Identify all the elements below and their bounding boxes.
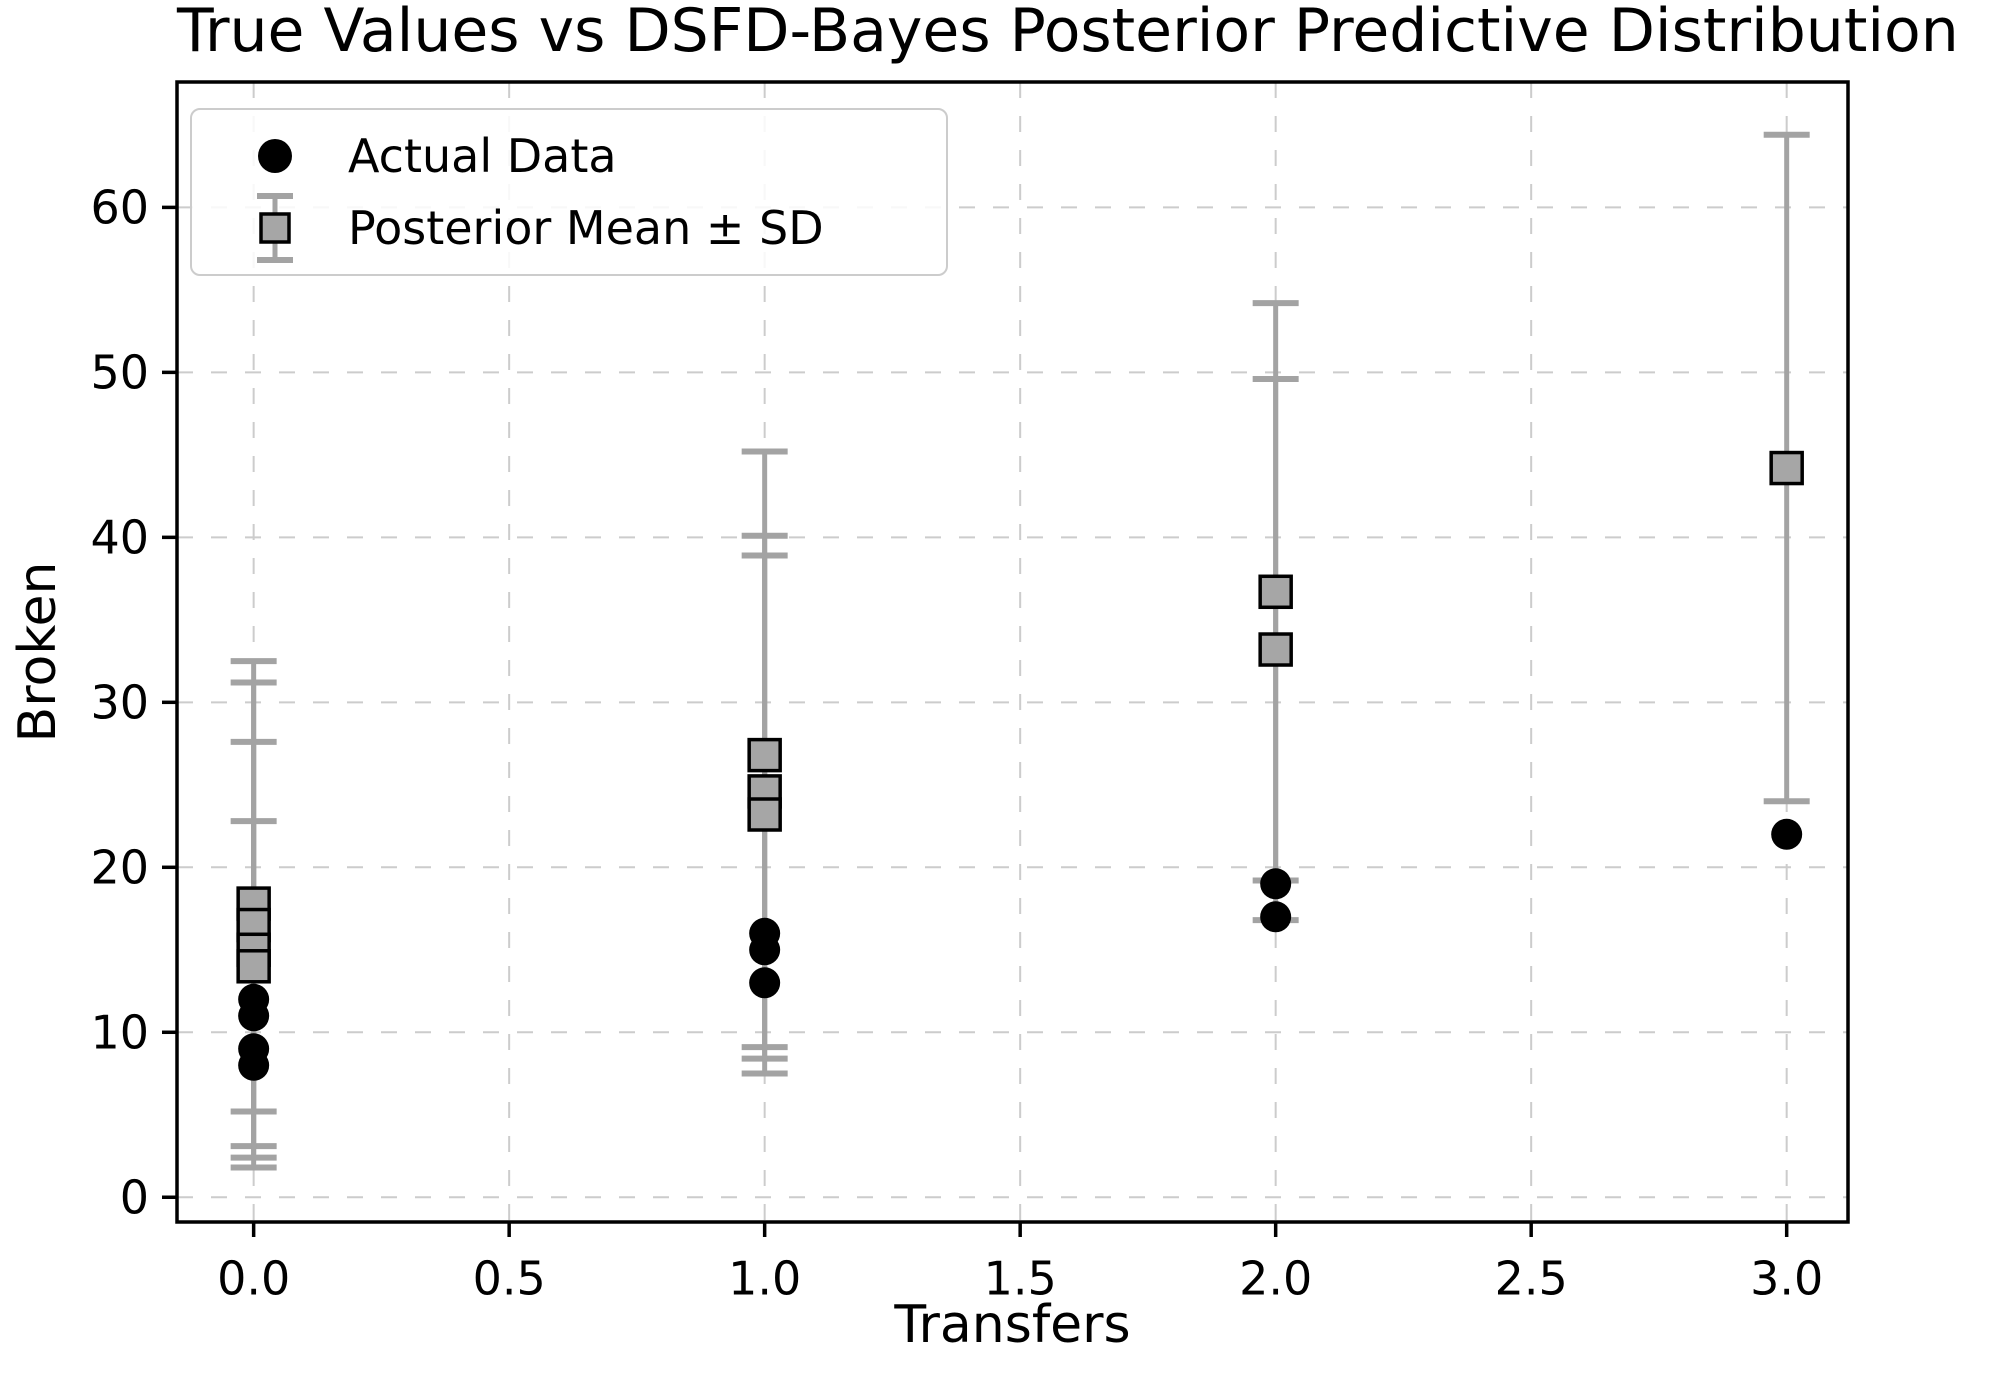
legend-label-actual-data: Actual Data <box>348 129 617 183</box>
data-point-circle <box>749 967 781 999</box>
y-tick-label: 0 <box>120 1170 149 1224</box>
x-tick-label: 1.5 <box>984 1251 1057 1305</box>
chart-title: True Values vs DSFD-Bayes Posterior Pred… <box>177 0 1959 66</box>
posterior-mean-square <box>747 737 782 773</box>
y-tick-label: 40 <box>90 510 149 564</box>
x-axis-label: Transfers <box>894 1295 1131 1355</box>
data-point-circle <box>1260 868 1292 900</box>
legend-item-posterior-mean: Posterior Mean ± SD <box>192 193 946 263</box>
posterior-mean-square <box>747 797 782 832</box>
y-tick-label: 60 <box>90 180 149 234</box>
y-tick-label: 30 <box>90 675 149 729</box>
x-tick-label: 2.0 <box>1239 1251 1312 1305</box>
posterior-mean-square <box>1258 632 1293 667</box>
errorbar-marker-icon <box>252 192 298 264</box>
posterior-mean-square <box>1258 574 1293 610</box>
legend: Actual Data Posterior Mean ± SD <box>190 108 948 276</box>
y-axis-label: Broken <box>8 561 68 743</box>
data-point-circle <box>1771 818 1803 850</box>
x-tick-label: 2.5 <box>1495 1251 1568 1305</box>
x-tick-label: 1.0 <box>728 1251 801 1305</box>
x-tick-label: 0.5 <box>473 1251 546 1305</box>
y-tick-label: 50 <box>90 345 149 399</box>
circle-marker-icon <box>252 139 298 173</box>
posterior-mean-square <box>1769 450 1804 486</box>
y-tick-label: 20 <box>90 840 149 894</box>
plot-border <box>175 80 1850 1224</box>
posterior-mean-square <box>236 949 271 984</box>
data-point-circle <box>749 934 781 966</box>
legend-label-posterior-mean: Posterior Mean ± SD <box>348 201 824 255</box>
y-tick-label: 10 <box>90 1005 149 1059</box>
x-tick-label: 0.0 <box>217 1251 290 1305</box>
legend-item-actual-data: Actual Data <box>192 121 946 191</box>
data-point-circle <box>238 1000 270 1032</box>
x-tick-label: 3.0 <box>1750 1251 1823 1305</box>
data-point-circle <box>1260 901 1292 933</box>
data-point-circle <box>238 1049 270 1081</box>
